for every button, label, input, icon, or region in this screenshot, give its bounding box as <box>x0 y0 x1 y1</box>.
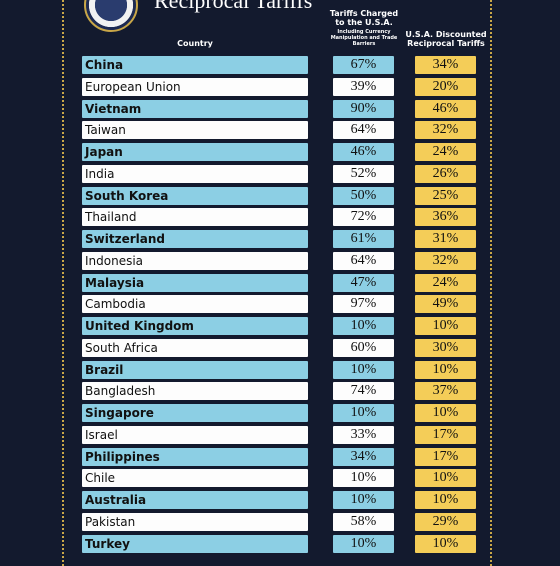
discounted-cell: 36% <box>415 208 476 227</box>
charged-cell: 64% <box>333 251 394 270</box>
discounted-cell: 30% <box>415 338 476 357</box>
country-cell: Chile <box>82 469 308 488</box>
discounted-cell: 10% <box>415 404 476 422</box>
country-cell: Brazil <box>82 360 308 379</box>
charged-cell: 33% <box>333 425 394 444</box>
charged-cell: 58% <box>333 512 394 531</box>
country-cell: Japan <box>82 143 308 161</box>
title: Reciprocal Tariffs <box>154 0 313 13</box>
country-cell: South Korea <box>82 186 308 205</box>
col-charged: Tariffs Charged to the U.S.A. <box>329 9 399 27</box>
col-country: Country <box>177 39 213 48</box>
country-cell: Turkey <box>82 534 308 553</box>
country-cell: Israel <box>82 425 308 444</box>
charged-cell: 10% <box>333 360 394 379</box>
discounted-cell: 25% <box>415 186 476 205</box>
country-cell: Vietnam <box>82 99 308 118</box>
discounted-cell: 29% <box>415 512 476 531</box>
discounted-cell: 34% <box>415 56 476 74</box>
charged-cell: 60% <box>333 338 394 357</box>
discounted-cell: 37% <box>415 382 476 401</box>
discounted-cell: 31% <box>415 230 476 248</box>
discounted-cell: 17% <box>415 447 476 466</box>
discounted-cell: 10% <box>415 534 476 553</box>
charged-cell: 10% <box>333 491 394 509</box>
country-cell: China <box>82 56 308 74</box>
discounted-cell: 24% <box>415 143 476 161</box>
charged-cell: 10% <box>333 317 394 335</box>
charged-cell: 34% <box>333 447 394 466</box>
col-charged-note: Including Currency Manipulation and Trad… <box>330 29 398 47</box>
discounted-cell: 10% <box>415 360 476 379</box>
discounted-cell: 49% <box>415 295 476 314</box>
country-cell: Philippines <box>82 447 308 466</box>
country-cell: Bangladesh <box>82 382 308 401</box>
discounted-cell: 10% <box>415 317 476 335</box>
charged-cell: 10% <box>333 404 394 422</box>
discounted-cell: 10% <box>415 491 476 509</box>
country-cell: Indonesia <box>82 251 308 270</box>
discounted-cell: 26% <box>415 164 476 183</box>
country-cell: Singapore <box>82 404 308 422</box>
country-cell: South Africa <box>82 338 308 357</box>
charged-cell: 97% <box>333 295 394 314</box>
frame <box>62 0 492 566</box>
charged-cell: 90% <box>333 99 394 118</box>
country-cell: Malaysia <box>82 273 308 292</box>
country-cell: Cambodia <box>82 295 308 314</box>
discounted-cell: 46% <box>415 99 476 118</box>
charged-cell: 10% <box>333 534 394 553</box>
charged-cell: 72% <box>333 208 394 227</box>
col-discounted: U.S.A. Discounted Reciprocal Tariffs <box>405 30 487 48</box>
country-cell: United Kingdom <box>82 317 308 335</box>
charged-cell: 50% <box>333 186 394 205</box>
country-cell: Australia <box>82 491 308 509</box>
country-cell: Thailand <box>82 208 308 227</box>
charged-cell: 39% <box>333 77 394 96</box>
discounted-cell: 24% <box>415 273 476 292</box>
discounted-cell: 32% <box>415 251 476 270</box>
charged-cell: 64% <box>333 121 394 140</box>
country-cell: India <box>82 164 308 183</box>
charged-cell: 67% <box>333 56 394 74</box>
discounted-cell: 17% <box>415 425 476 444</box>
charged-cell: 61% <box>333 230 394 248</box>
charged-cell: 10% <box>333 469 394 488</box>
country-cell: European Union <box>82 77 308 96</box>
discounted-cell: 32% <box>415 121 476 140</box>
charged-cell: 46% <box>333 143 394 161</box>
discounted-cell: 20% <box>415 77 476 96</box>
country-cell: Taiwan <box>82 121 308 140</box>
country-cell: Pakistan <box>82 512 308 531</box>
discounted-cell: 10% <box>415 469 476 488</box>
charged-cell: 74% <box>333 382 394 401</box>
charged-cell: 47% <box>333 273 394 292</box>
country-cell: Switzerland <box>82 230 308 248</box>
charged-cell: 52% <box>333 164 394 183</box>
